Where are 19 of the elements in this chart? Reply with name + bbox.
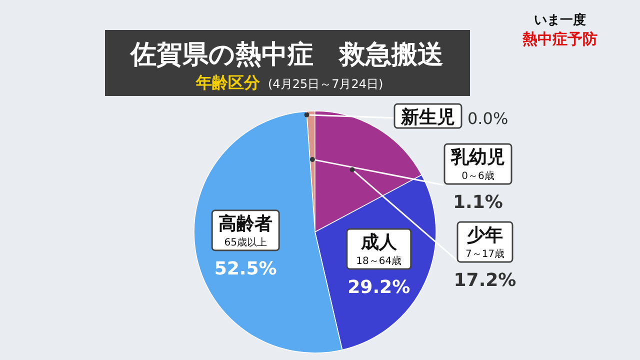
text: 0.0% bbox=[468, 109, 508, 128]
text: 18～64歳 bbox=[356, 256, 402, 268]
text: 65歳以上 bbox=[224, 237, 267, 248]
text: 7～17歳 bbox=[465, 249, 505, 260]
slice-label: 乳幼児 bbox=[450, 147, 505, 168]
data-label: 29.2% bbox=[348, 277, 410, 298]
text: (4月25日～7月24日) bbox=[268, 77, 384, 91]
data-label: 52.5% bbox=[214, 258, 277, 280]
text: いま一度 bbox=[534, 12, 586, 28]
data-label: 1.1% bbox=[453, 192, 503, 213]
chart-title: 佐賀県の熱中症 救急搬送 bbox=[130, 40, 444, 70]
legend-label: 新生児 bbox=[400, 107, 455, 128]
slice-label: 高齢者 bbox=[218, 213, 273, 234]
slice-label: 少年 bbox=[467, 225, 503, 246]
slice-label: 成人 bbox=[360, 232, 398, 254]
text: 0～6歳 bbox=[462, 171, 494, 182]
data-label: 17.2% bbox=[454, 270, 516, 291]
chart-subtitle: 年齢区分 bbox=[195, 73, 261, 92]
text: 熱中症予防 bbox=[522, 30, 598, 48]
